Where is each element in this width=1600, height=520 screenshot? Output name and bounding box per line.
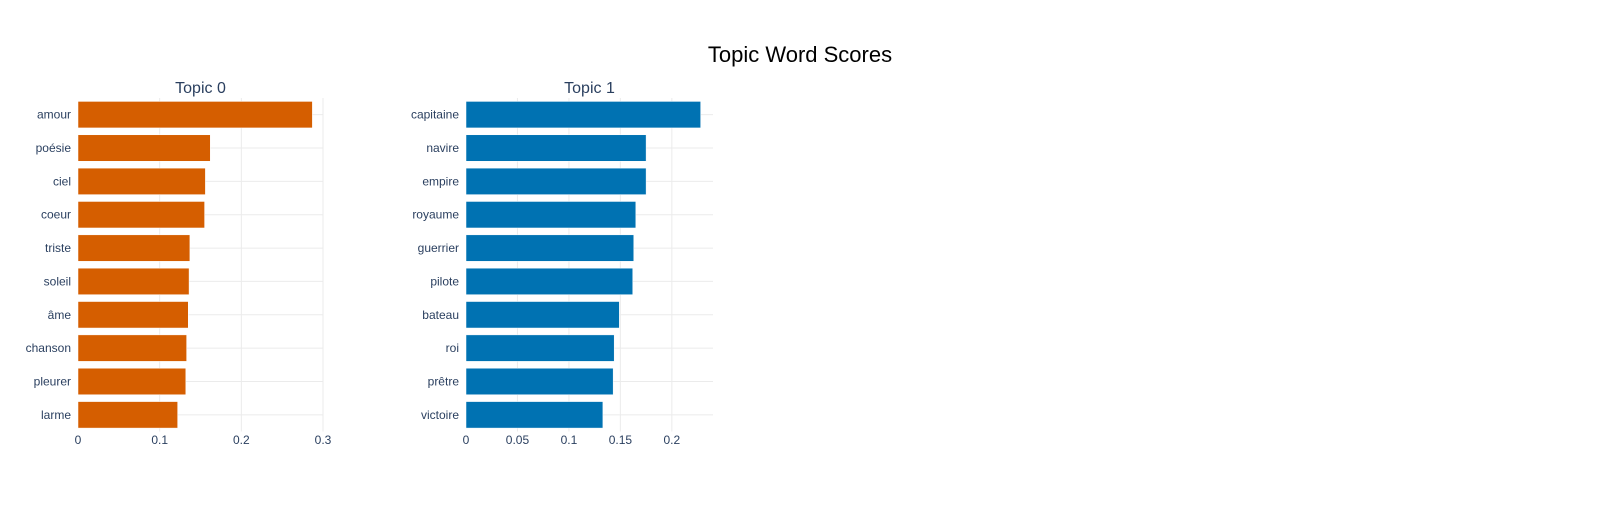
category-label: triste	[45, 241, 71, 255]
bar	[465, 234, 635, 262]
x-tick-label: 0.2	[663, 433, 680, 447]
bar	[77, 401, 178, 429]
bar	[465, 167, 647, 195]
category-label: âme	[48, 308, 72, 322]
bar	[465, 301, 620, 329]
x-tick-label: 0.15	[609, 433, 633, 447]
chart-title: Topic Word Scores	[707, 42, 893, 67]
category-label: chanson	[26, 341, 71, 355]
x-tick-label: 0.2	[233, 433, 250, 447]
x-tick-label: 0.1	[151, 433, 168, 447]
bar	[77, 301, 189, 329]
category-label: coeur	[41, 208, 71, 222]
subplot-title: Topic 1	[564, 80, 615, 97]
category-label: pilote	[430, 274, 459, 288]
bar	[77, 367, 187, 395]
category-label: soleil	[44, 274, 71, 288]
category-label: bateau	[422, 308, 459, 322]
category-label: victoire	[421, 408, 459, 422]
bar	[77, 201, 205, 229]
subplot-0: Topic 0 0 0.1 0.2 0.3 amour poésie ciel coeur tri…	[26, 80, 332, 447]
category-label: pleurer	[34, 374, 71, 388]
category-label: navire	[426, 141, 459, 155]
category-label: larme	[41, 408, 71, 422]
category-label: royaume	[412, 208, 459, 222]
subplot-title: Topic 0	[175, 80, 226, 97]
category-label: empire	[422, 174, 459, 188]
bar	[465, 334, 615, 362]
bar	[465, 201, 637, 229]
category-label: guerrier	[418, 241, 459, 255]
bar	[77, 267, 190, 295]
bar	[77, 234, 191, 262]
x-tick-label: 0.1	[561, 433, 578, 447]
bar	[465, 367, 614, 395]
x-tick-label: 0	[75, 433, 82, 447]
bar	[77, 134, 211, 162]
category-label: ciel	[53, 174, 71, 188]
category-label: capitaine	[411, 108, 459, 122]
x-tick-label: 0	[463, 433, 470, 447]
bar	[465, 401, 604, 429]
bar	[465, 134, 647, 162]
subplot-1: Topic 1 0 0.05 0.1 0.15 0.2 capitaine navire emp…	[411, 80, 713, 447]
x-tick-label: 0.3	[315, 433, 332, 447]
x-tick-label: 0.05	[506, 433, 530, 447]
category-label: poésie	[36, 141, 72, 155]
category-label: roi	[446, 341, 459, 355]
bar	[77, 334, 187, 362]
bar	[465, 101, 701, 129]
bar	[77, 101, 313, 129]
category-label: amour	[37, 108, 71, 122]
category-label: prêtre	[428, 374, 460, 388]
bar	[465, 267, 633, 295]
bar	[77, 167, 206, 195]
